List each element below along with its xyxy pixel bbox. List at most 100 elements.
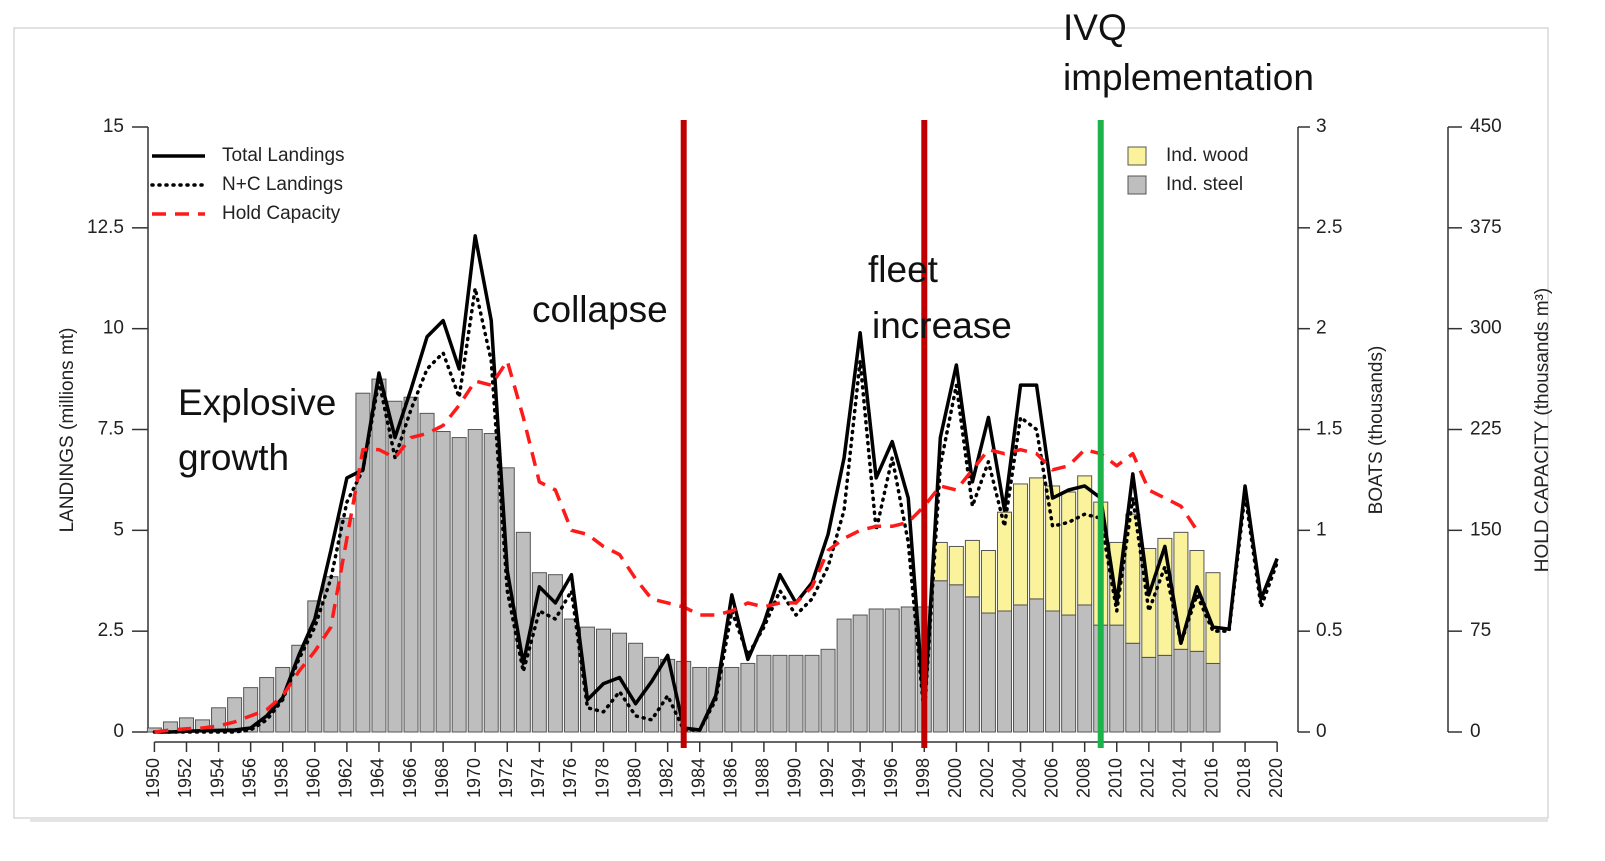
bar: [563, 618, 579, 733]
annotation: IVQ: [1063, 7, 1127, 48]
legend-swatch: [1127, 175, 1147, 195]
bar: [996, 511, 1012, 612]
y2-tick-label: 3: [1316, 116, 1327, 137]
bar: [836, 618, 852, 733]
bar: [1125, 642, 1141, 733]
x-tick-label: 1980: [624, 758, 644, 798]
bar: [756, 654, 772, 733]
legend-label: Ind. wood: [1166, 145, 1248, 166]
y2-tick-label: 0.5: [1316, 620, 1342, 641]
bar: [996, 610, 1012, 733]
x-tick-label: 2012: [1138, 758, 1158, 798]
bar: [1061, 614, 1077, 733]
bar: [980, 550, 996, 614]
annotation: growth: [178, 437, 289, 478]
annotation: collapse: [532, 289, 668, 330]
y-tick-label: 12.5: [87, 217, 124, 238]
bar: [964, 539, 980, 598]
bar: [371, 378, 387, 733]
x-tick-label: 2004: [1009, 758, 1029, 798]
bar: [307, 600, 323, 733]
x-tick-label: 1984: [688, 758, 708, 798]
x-tick-label: 1978: [592, 758, 612, 798]
y3-tick-label: 375: [1470, 217, 1502, 238]
line: [152, 286, 1279, 734]
bar: [1109, 624, 1125, 733]
x-tick-label: 1960: [304, 758, 324, 798]
x-tick-label: 1956: [239, 758, 259, 798]
bar: [419, 412, 435, 733]
x-tick-label: 2020: [1266, 758, 1286, 798]
bar: [900, 606, 916, 733]
bar: [740, 662, 756, 733]
x-tick-label: 1966: [400, 758, 420, 798]
x-tick-label: 1952: [175, 758, 195, 798]
y-tick-label: 5: [113, 519, 124, 540]
bar: [932, 580, 948, 733]
bar: [628, 642, 644, 733]
legend-label: N+C Landings: [222, 174, 343, 195]
legend-label: Hold Capacity: [222, 203, 341, 224]
y2-tick-label: 0: [1316, 721, 1327, 742]
annotation: fleet: [868, 249, 939, 290]
bar: [451, 437, 467, 733]
x-tick-label: 2008: [1073, 758, 1093, 798]
y-tick-label: 0: [113, 721, 124, 742]
bar: [964, 596, 980, 733]
y-tick-label: 2.5: [98, 620, 124, 641]
x-tick-label: 1982: [656, 758, 676, 798]
x-tick-label: 1990: [785, 758, 805, 798]
bar: [1157, 654, 1173, 733]
x-tick-label: 1988: [753, 758, 773, 798]
bar: [1077, 475, 1093, 606]
x-tick-label: 1998: [913, 758, 933, 798]
bar: [211, 707, 227, 733]
x-tick-label: 2016: [1202, 758, 1222, 798]
y3-tick-label: 450: [1470, 116, 1502, 137]
y2-tick-label: 1: [1316, 519, 1327, 540]
bar: [980, 612, 996, 733]
x-tick-label: 1992: [817, 758, 837, 798]
bar: [339, 517, 355, 733]
x-tick-label: 1974: [528, 758, 548, 798]
x-tick-label: 1950: [143, 758, 163, 798]
bar: [1029, 598, 1045, 733]
y-axis-title: LANDINGS (millions mt): [57, 328, 78, 533]
bar: [804, 654, 820, 733]
bar: [1029, 477, 1045, 600]
bar: [1077, 604, 1093, 733]
x-tick-label: 1958: [271, 758, 291, 798]
x-tick-label: 1954: [207, 758, 227, 798]
y2-axis-title: BOATS (thousands): [1366, 346, 1387, 515]
annotation: Explosive: [178, 382, 336, 423]
y3-tick-label: 75: [1470, 620, 1491, 641]
y-tick-label: 15: [103, 116, 124, 137]
bar: [1173, 648, 1189, 733]
legend-swatch: [1127, 146, 1147, 166]
x-tick-label: 2010: [1106, 758, 1126, 798]
x-tick-label: 1964: [368, 758, 388, 798]
bar: [467, 429, 483, 733]
bar: [403, 396, 419, 733]
annotation: implementation: [1063, 57, 1314, 98]
bar: [323, 576, 339, 733]
bar: [435, 431, 451, 733]
bar: [1045, 610, 1061, 733]
y-tick-label: 7.5: [98, 419, 124, 440]
bar: [884, 608, 900, 733]
bar: [948, 545, 964, 586]
bar: [772, 654, 788, 733]
bar: [1125, 513, 1141, 644]
x-tick-label: 2002: [977, 758, 997, 798]
bar: [531, 572, 547, 733]
bar: [724, 666, 740, 733]
y2-tick-label: 1.5: [1316, 419, 1342, 440]
bar: [227, 697, 243, 733]
y3-tick-label: 300: [1470, 318, 1502, 339]
line: [154, 359, 1199, 734]
x-tick-label: 1994: [849, 758, 869, 798]
bar: [820, 648, 836, 733]
y2-tick-label: 2.5: [1316, 217, 1342, 238]
bar: [788, 654, 804, 733]
annotation: increase: [872, 305, 1012, 346]
